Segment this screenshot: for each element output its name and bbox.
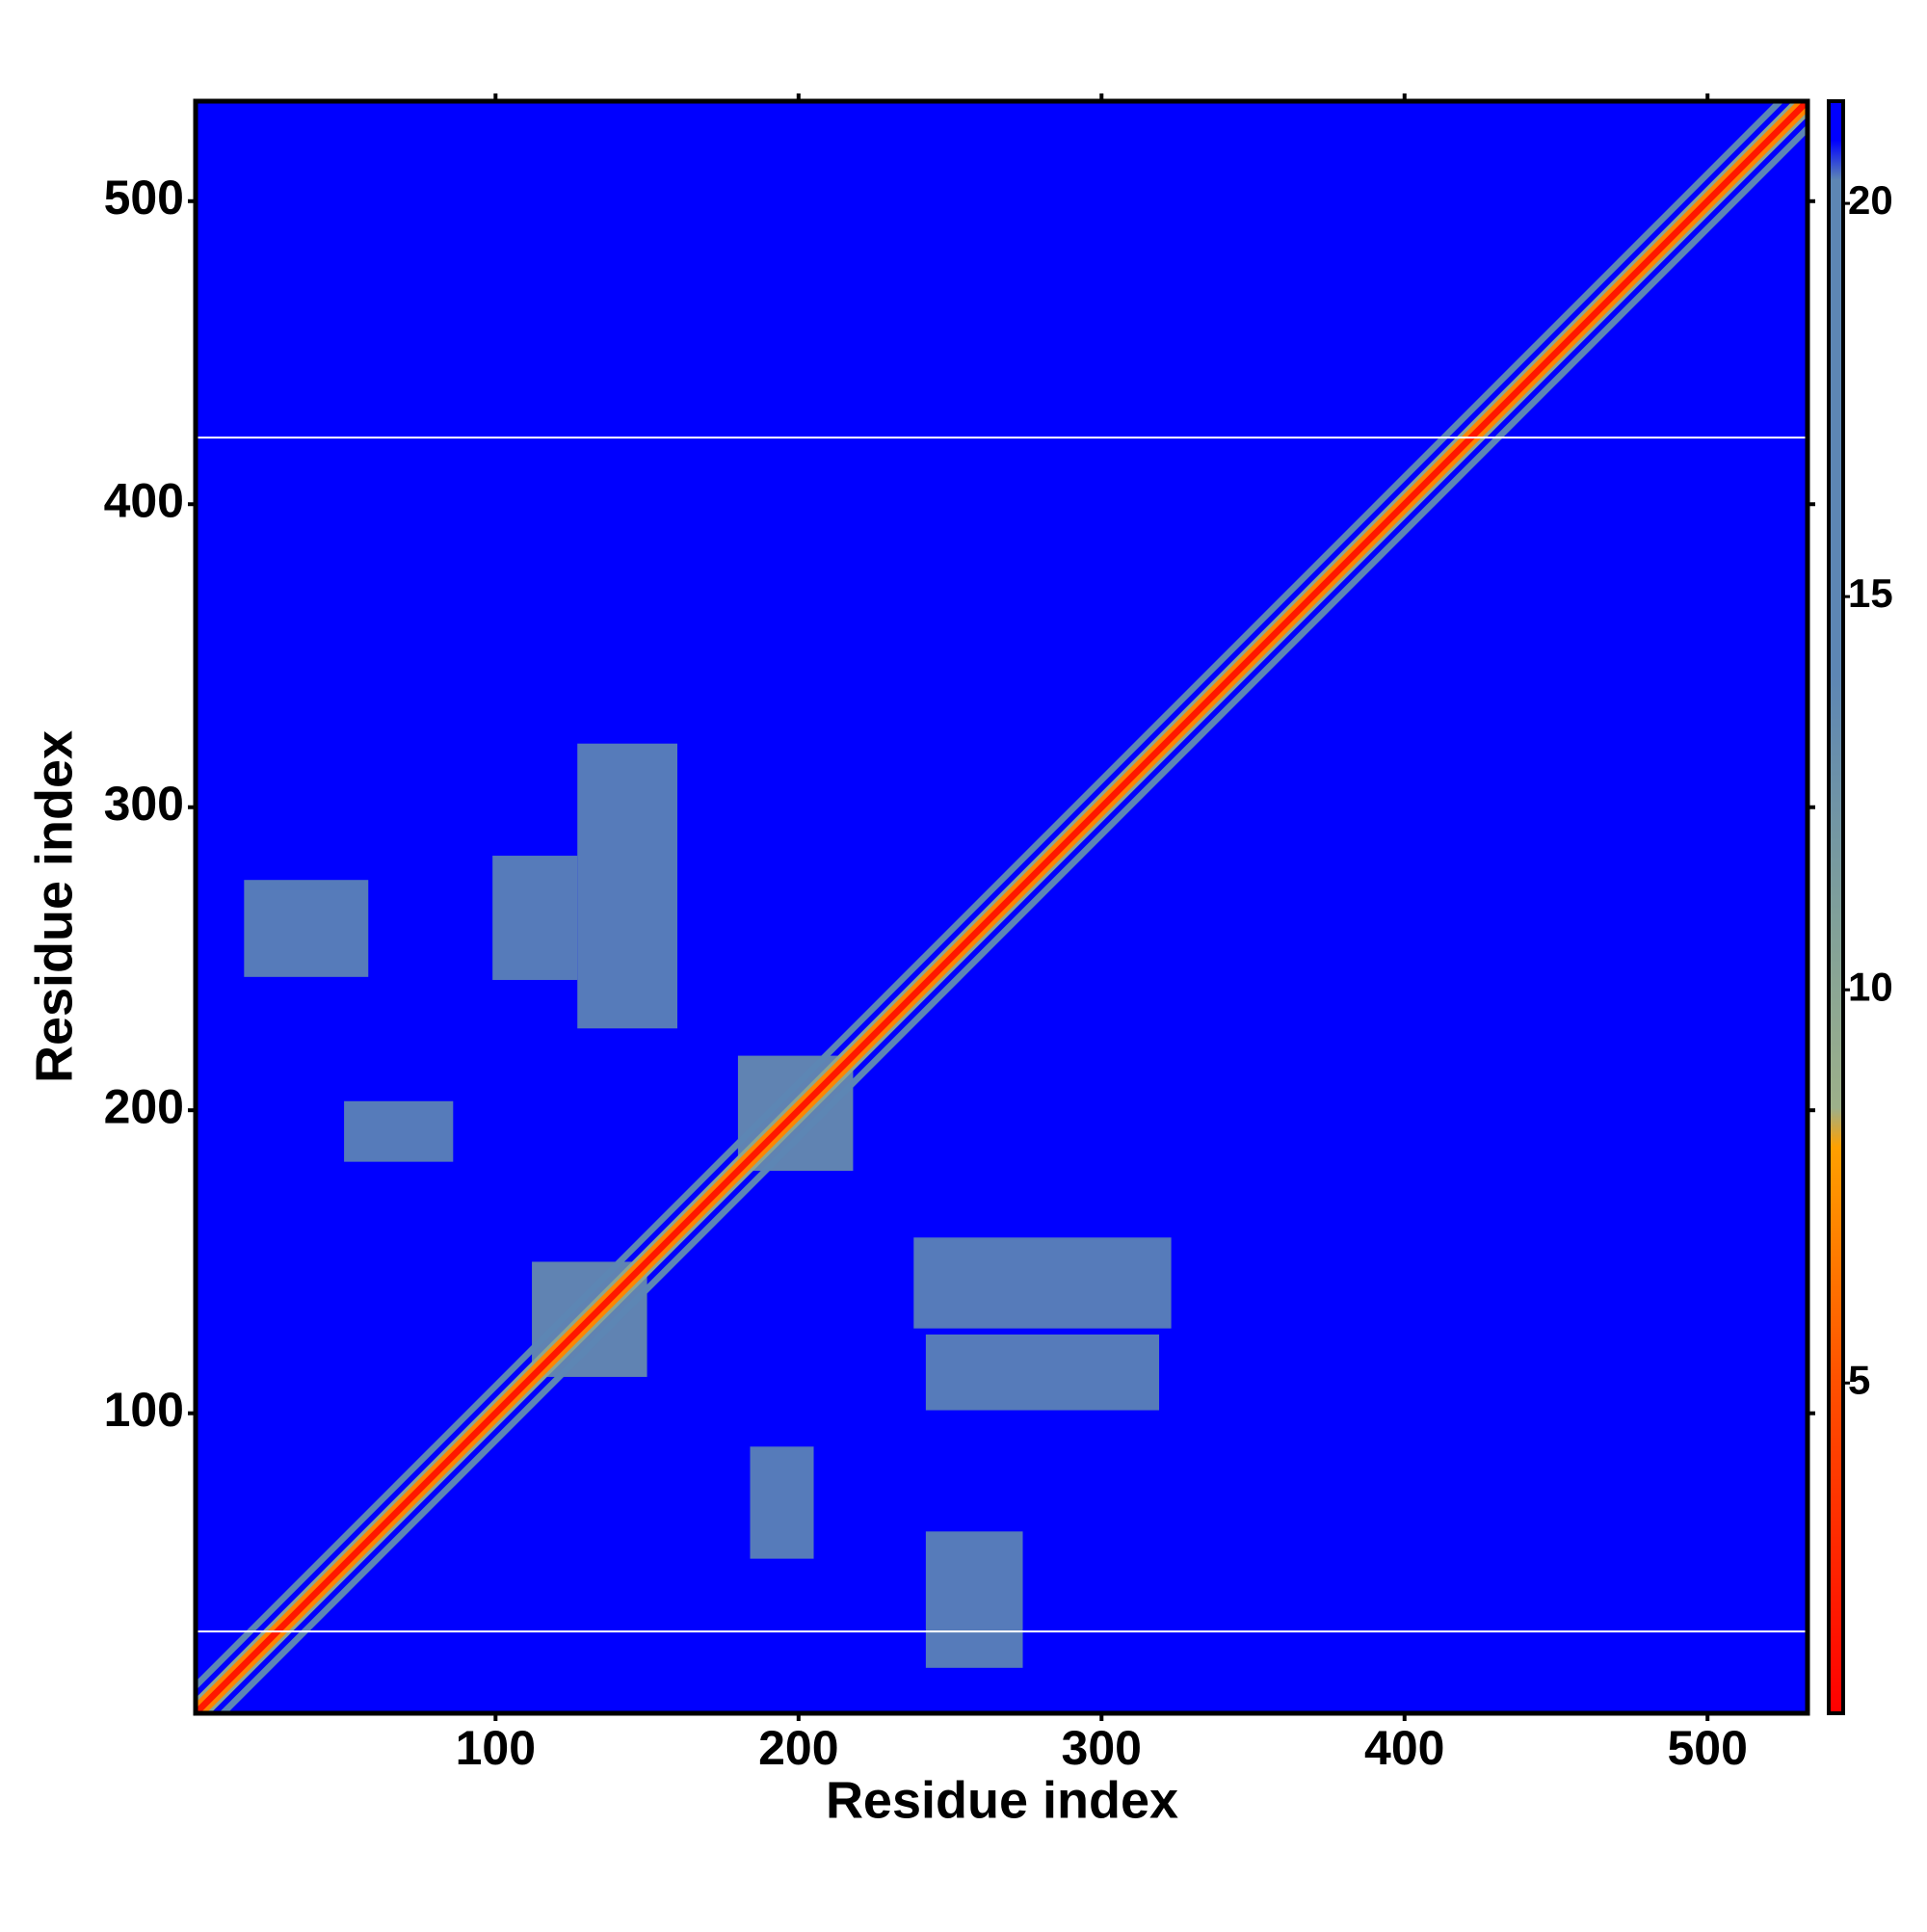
y-tick-label: 300 (104, 777, 184, 831)
colorbar-tick-label: 10 (1848, 964, 1893, 1009)
heatmap-region (925, 1334, 1160, 1411)
y-tick-label: 100 (104, 1383, 184, 1437)
x-tick-label: 100 (456, 1721, 536, 1775)
x-tick-label: 200 (758, 1721, 838, 1775)
plot-frame (193, 98, 1810, 1716)
x-tick-label: 300 (1062, 1721, 1142, 1775)
x-tick-label: 400 (1364, 1721, 1444, 1775)
heatmap-region (492, 856, 578, 980)
y-axis-label: Residue index (25, 730, 83, 1083)
diagonal-band (196, 101, 1785, 1691)
heatmap-region (344, 1100, 454, 1162)
heatmap-region (913, 1237, 1172, 1329)
diagonal-band (196, 101, 1808, 1713)
y-tick-label: 500 (104, 171, 184, 225)
heatmap-region (244, 880, 369, 977)
heatmap-region (577, 743, 678, 1029)
colorbar-tick-label: 5 (1848, 1357, 1870, 1402)
y-tick-label: 200 (104, 1079, 184, 1133)
plot-area (196, 101, 1808, 1713)
heatmap-region (750, 1446, 814, 1559)
colorbar-tick-label: 15 (1848, 570, 1893, 616)
colorbar-tick-label: 20 (1848, 177, 1893, 223)
heatmap-region (925, 1531, 1023, 1668)
diagonal-band (218, 123, 1808, 1713)
x-axis-label: Residue index (826, 1771, 1178, 1829)
x-tick-label: 500 (1668, 1721, 1748, 1775)
colorbar (1827, 99, 1845, 1715)
y-tick-label: 400 (104, 473, 184, 527)
